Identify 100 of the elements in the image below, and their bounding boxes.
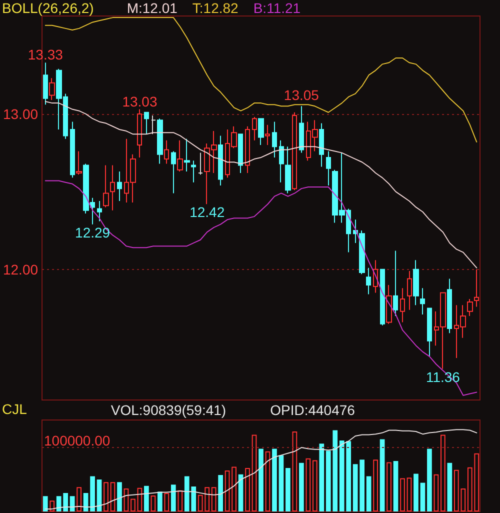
candlestick <box>319 122 324 168</box>
bar <box>178 490 183 512</box>
bar <box>157 492 162 512</box>
bar <box>319 444 324 512</box>
bar <box>299 462 304 512</box>
bar <box>144 486 149 512</box>
candlestick <box>157 118 163 164</box>
candlestick <box>144 112 149 135</box>
candlestick <box>420 288 425 315</box>
line-series <box>44 180 478 396</box>
bar <box>104 482 108 512</box>
bar <box>292 432 298 512</box>
bar <box>42 496 48 512</box>
candlestick <box>238 134 243 174</box>
candlestick <box>474 268 479 308</box>
candlestick <box>49 78 55 100</box>
annotation: 12.42 <box>190 204 225 220</box>
bar <box>272 448 277 512</box>
annotation: 13.03 <box>122 93 158 110</box>
candlestick <box>427 308 432 357</box>
candlestick <box>218 135 223 186</box>
chart-title: BOLL(26,26,2) <box>2 0 94 16</box>
candlestick <box>272 121 277 158</box>
bar <box>218 475 223 512</box>
candlestick <box>252 116 257 141</box>
bar <box>440 434 446 512</box>
bar <box>380 439 385 512</box>
bar <box>400 478 405 512</box>
candlestick <box>117 170 122 202</box>
bar <box>130 498 136 512</box>
bar <box>406 478 412 512</box>
candlestick <box>326 150 331 186</box>
bar <box>110 482 116 512</box>
text: B:11.21 <box>253 0 301 16</box>
text: VOL:90839(59:41) <box>110 402 226 418</box>
y-tick-label: 13.00 <box>2 106 38 122</box>
candlestick <box>413 260 419 306</box>
bar <box>258 448 264 512</box>
candlestick <box>137 108 142 158</box>
candlestick <box>285 146 291 194</box>
bar <box>420 482 426 512</box>
bar <box>90 476 95 512</box>
candlestick <box>70 121 75 178</box>
candlestick <box>265 124 270 146</box>
bar <box>265 451 270 512</box>
candlestick <box>43 62 48 106</box>
series-label: T:12.82 <box>192 0 239 16</box>
candlestick <box>151 115 156 135</box>
bar <box>386 462 392 512</box>
bar <box>224 470 230 512</box>
candlestick <box>97 200 102 222</box>
candlestick <box>164 140 169 164</box>
bar <box>434 474 439 512</box>
candlestick <box>292 112 297 191</box>
candlestick <box>171 150 176 194</box>
annotation: 12.29 <box>75 224 110 240</box>
candlestick <box>103 164 109 208</box>
candlestick <box>366 267 371 295</box>
bar <box>170 484 176 512</box>
candlestick <box>76 150 82 176</box>
chart-title: CJL <box>2 401 28 417</box>
bar <box>238 474 244 512</box>
bar <box>286 468 290 512</box>
bar <box>312 460 318 512</box>
candlestick <box>400 288 405 323</box>
candlestick <box>380 268 385 326</box>
candlestick <box>110 164 115 211</box>
candlestick <box>393 250 398 317</box>
bar <box>76 487 82 512</box>
candlestick <box>245 126 250 174</box>
y-tick-label: 12.00 <box>2 261 38 278</box>
bar <box>150 496 156 512</box>
bar <box>447 462 452 512</box>
candlestick <box>407 270 412 310</box>
text: OPID:440476 <box>270 402 356 418</box>
bar <box>252 434 257 512</box>
bar <box>96 480 102 512</box>
bar <box>393 460 398 512</box>
candlestick <box>386 284 392 324</box>
bar <box>278 455 284 512</box>
bar <box>427 448 432 512</box>
bar <box>211 487 216 512</box>
bar <box>414 474 418 512</box>
candlestick <box>258 118 264 146</box>
candlestick <box>467 298 473 317</box>
bar <box>232 466 236 512</box>
candlestick <box>177 140 183 172</box>
y-tick-label: 100000.00 <box>44 432 110 449</box>
text: M:12.01 <box>126 0 178 16</box>
bar <box>366 476 372 512</box>
candlestick <box>198 152 203 176</box>
bar <box>373 460 378 512</box>
bar <box>50 500 55 512</box>
candlestick <box>184 138 190 172</box>
candlestick <box>191 160 196 183</box>
candlestick <box>299 106 304 154</box>
bar <box>245 468 250 512</box>
candlestick <box>279 140 284 183</box>
bar <box>306 458 311 512</box>
bar <box>164 492 170 512</box>
